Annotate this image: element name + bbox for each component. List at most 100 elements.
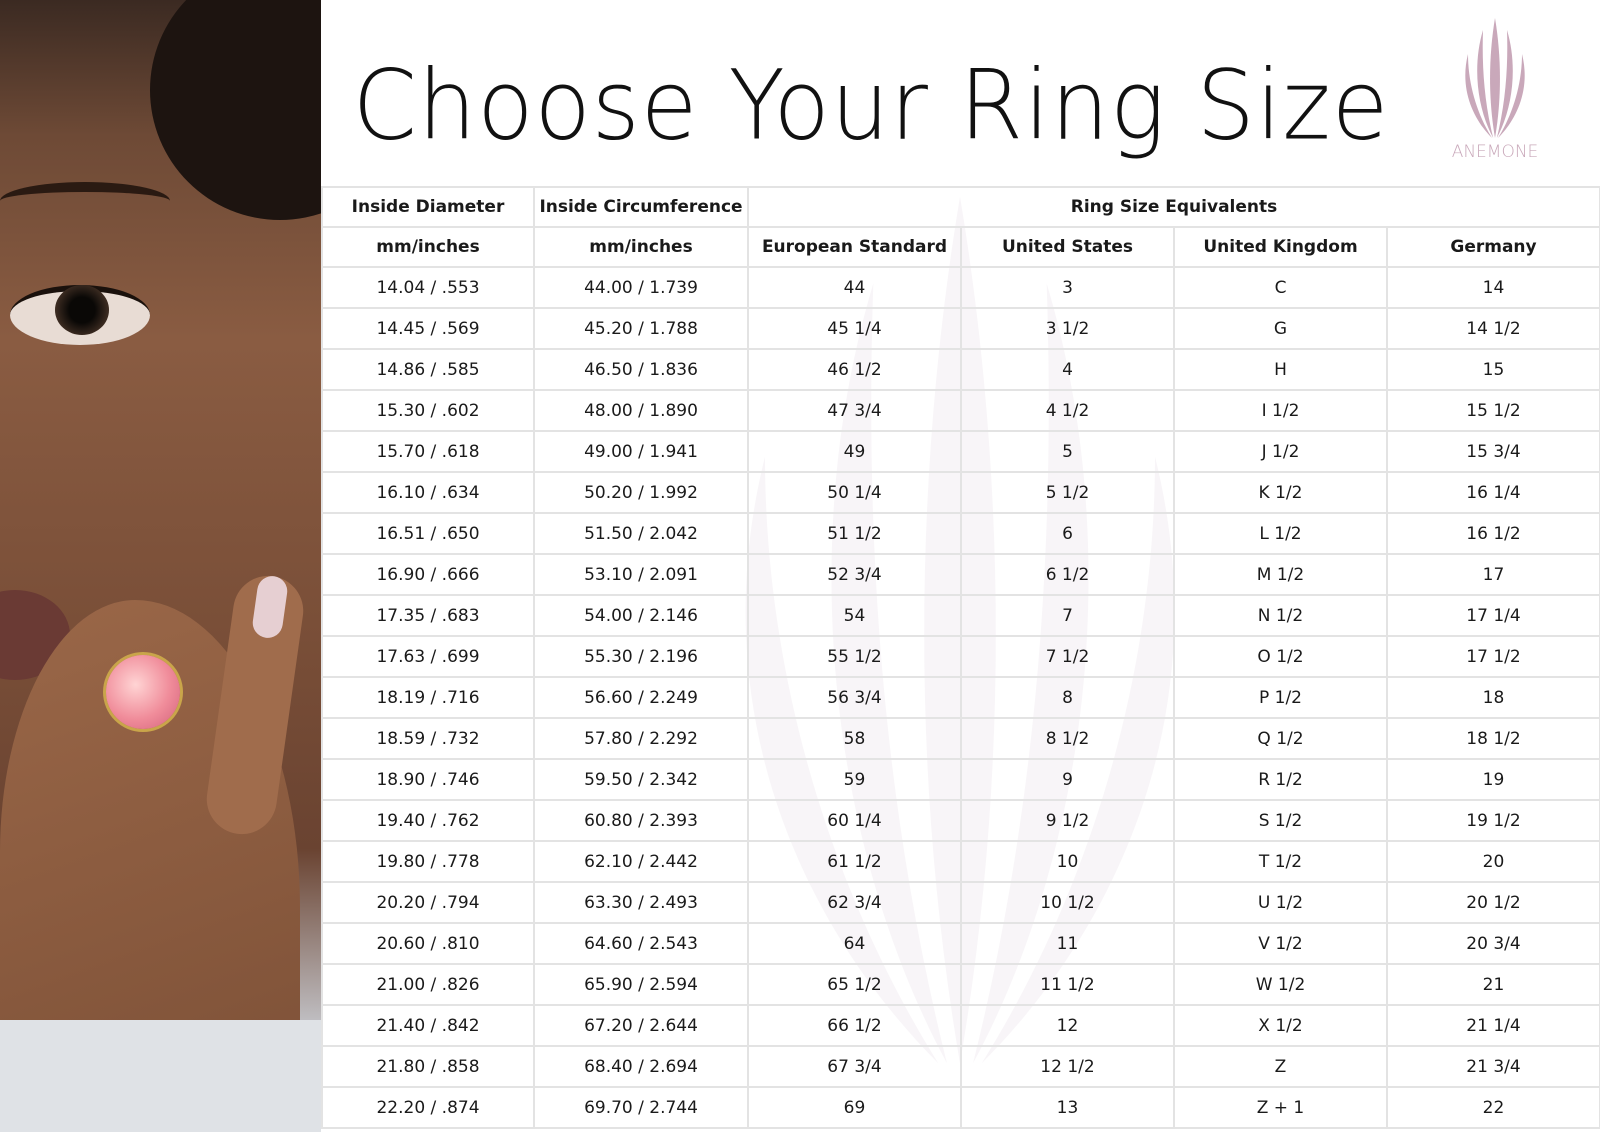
cell-uk: W 1/2 — [1173, 963, 1388, 1006]
table-row: 20.20 / .794 63.30 / 2.493 62 3/4 10 1/2 U 1… — [321, 881, 1600, 924]
cell-circumference: 48.00 / 1.890 — [533, 389, 749, 432]
cell-germany: 17 — [1386, 553, 1600, 596]
cell-diameter: 19.80 / .778 — [321, 840, 535, 883]
cell-germany: 18 1/2 — [1386, 717, 1600, 760]
cell-germany: 17 1/2 — [1386, 635, 1600, 678]
cell-uk: R 1/2 — [1173, 758, 1388, 801]
cell-uk: V 1/2 — [1173, 922, 1388, 965]
cell-us: 3 — [960, 266, 1175, 309]
cell-diameter: 14.45 / .569 — [321, 307, 535, 350]
photo-eyebrow — [0, 182, 170, 220]
cell-european: 45 1/4 — [747, 307, 962, 350]
cell-uk: Z + 1 — [1173, 1086, 1388, 1129]
cell-european: 47 3/4 — [747, 389, 962, 432]
cell-germany: 14 — [1386, 266, 1600, 309]
cell-germany: 17 1/4 — [1386, 594, 1600, 637]
cell-us: 7 — [960, 594, 1175, 637]
cell-circumference: 69.70 / 2.744 — [533, 1086, 749, 1129]
table-row: 14.04 / .553 44.00 / 1.739 44 3 C 14 — [321, 266, 1600, 309]
cell-diameter: 18.90 / .746 — [321, 758, 535, 801]
ring-size-table: Inside Diameter Inside Circumference Rin… — [321, 186, 1600, 1129]
cell-uk: K 1/2 — [1173, 471, 1388, 514]
cell-germany: 16 1/2 — [1386, 512, 1600, 555]
cell-us: 4 1/2 — [960, 389, 1175, 432]
table-row: 18.19 / .716 56.60 / 2.249 56 3/4 8 P 1/2 18 — [321, 676, 1600, 719]
brand-name: ANEMONE — [1451, 142, 1539, 162]
cell-germany: 20 — [1386, 840, 1600, 883]
cell-european: 67 3/4 — [747, 1045, 962, 1088]
cell-us: 10 — [960, 840, 1175, 883]
cell-germany: 20 1/2 — [1386, 881, 1600, 924]
cell-germany: 21 1/4 — [1386, 1004, 1600, 1047]
cell-diameter: 20.60 / .810 — [321, 922, 535, 965]
cell-uk: G — [1173, 307, 1388, 350]
cell-european: 61 1/2 — [747, 840, 962, 883]
cell-germany: 20 3/4 — [1386, 922, 1600, 965]
cell-circumference: 63.30 / 2.493 — [533, 881, 749, 924]
table-row: 17.35 / .683 54.00 / 2.146 54 7 N 1/2 17 1/4 — [321, 594, 1600, 637]
cell-european: 66 1/2 — [747, 1004, 962, 1047]
cell-germany: 22 — [1386, 1086, 1600, 1129]
cell-european: 51 1/2 — [747, 512, 962, 555]
photo-hair — [150, 0, 321, 220]
cell-germany: 15 1/2 — [1386, 389, 1600, 432]
cell-circumference: 53.10 / 2.091 — [533, 553, 749, 596]
cell-us: 8 1/2 — [960, 717, 1175, 760]
cell-diameter: 14.04 / .553 — [321, 266, 535, 309]
cell-european: 60 1/4 — [747, 799, 962, 842]
cell-uk: S 1/2 — [1173, 799, 1388, 842]
cell-uk: O 1/2 — [1173, 635, 1388, 678]
cell-european: 44 — [747, 266, 962, 309]
cell-us: 3 1/2 — [960, 307, 1175, 350]
cell-circumference: 65.90 / 2.594 — [533, 963, 749, 1006]
cell-circumference: 67.20 / 2.644 — [533, 1004, 749, 1047]
cell-uk: L 1/2 — [1173, 512, 1388, 555]
table-row: 17.63 / .699 55.30 / 2.196 55 1/2 7 1/2 O 1/… — [321, 635, 1600, 678]
cell-circumference: 62.10 / 2.442 — [533, 840, 749, 883]
cell-us: 11 — [960, 922, 1175, 965]
cell-germany: 15 3/4 — [1386, 430, 1600, 473]
cell-circumference: 56.60 / 2.249 — [533, 676, 749, 719]
header-row-groups: Inside Diameter Inside Circumference Rin… — [321, 186, 1600, 228]
pink-gem-ring — [106, 655, 180, 729]
header-united-states: United States — [960, 226, 1175, 268]
cell-us: 7 1/2 — [960, 635, 1175, 678]
cell-germany: 19 — [1386, 758, 1600, 801]
table-row: 15.30 / .602 48.00 / 1.890 47 3/4 4 1/2 I 1/… — [321, 389, 1600, 432]
table-row: 21.00 / .826 65.90 / 2.594 65 1/2 11 1/2 W 1… — [321, 963, 1600, 1006]
cell-uk: Z — [1173, 1045, 1388, 1088]
header-inside-circumference: Inside Circumference — [533, 186, 749, 228]
cell-circumference: 57.80 / 2.292 — [533, 717, 749, 760]
cell-circumference: 51.50 / 2.042 — [533, 512, 749, 555]
table-row: 20.60 / .810 64.60 / 2.543 64 11 V 1/2 20 3/4 — [321, 922, 1600, 965]
cell-uk: M 1/2 — [1173, 553, 1388, 596]
cell-germany: 15 — [1386, 348, 1600, 391]
cell-circumference: 49.00 / 1.941 — [533, 430, 749, 473]
cell-diameter: 17.63 / .699 — [321, 635, 535, 678]
cell-diameter: 21.40 / .842 — [321, 1004, 535, 1047]
cell-european: 49 — [747, 430, 962, 473]
table-row: 14.86 / .585 46.50 / 1.836 46 1/2 4 H 15 — [321, 348, 1600, 391]
cell-us: 6 1/2 — [960, 553, 1175, 596]
cell-diameter: 18.59 / .732 — [321, 717, 535, 760]
header-european: European Standard — [747, 226, 962, 268]
cell-uk: I 1/2 — [1173, 389, 1388, 432]
cell-us: 6 — [960, 512, 1175, 555]
cell-uk: U 1/2 — [1173, 881, 1388, 924]
cell-us: 12 1/2 — [960, 1045, 1175, 1088]
table-row: 19.40 / .762 60.80 / 2.393 60 1/4 9 1/2 S 1/… — [321, 799, 1600, 842]
cell-european: 50 1/4 — [747, 471, 962, 514]
cell-germany: 21 — [1386, 963, 1600, 1006]
cell-european: 56 3/4 — [747, 676, 962, 719]
cell-us: 10 1/2 — [960, 881, 1175, 924]
table-row: 18.59 / .732 57.80 / 2.292 58 8 1/2 Q 1/2 18 … — [321, 717, 1600, 760]
anemone-logo-icon — [1465, 18, 1525, 138]
cell-us: 8 — [960, 676, 1175, 719]
cell-circumference: 44.00 / 1.739 — [533, 266, 749, 309]
cell-circumference: 54.00 / 2.146 — [533, 594, 749, 637]
cell-european: 64 — [747, 922, 962, 965]
header-germany: Germany — [1386, 226, 1600, 268]
cell-uk: N 1/2 — [1173, 594, 1388, 637]
cell-germany: 18 — [1386, 676, 1600, 719]
cell-us: 4 — [960, 348, 1175, 391]
